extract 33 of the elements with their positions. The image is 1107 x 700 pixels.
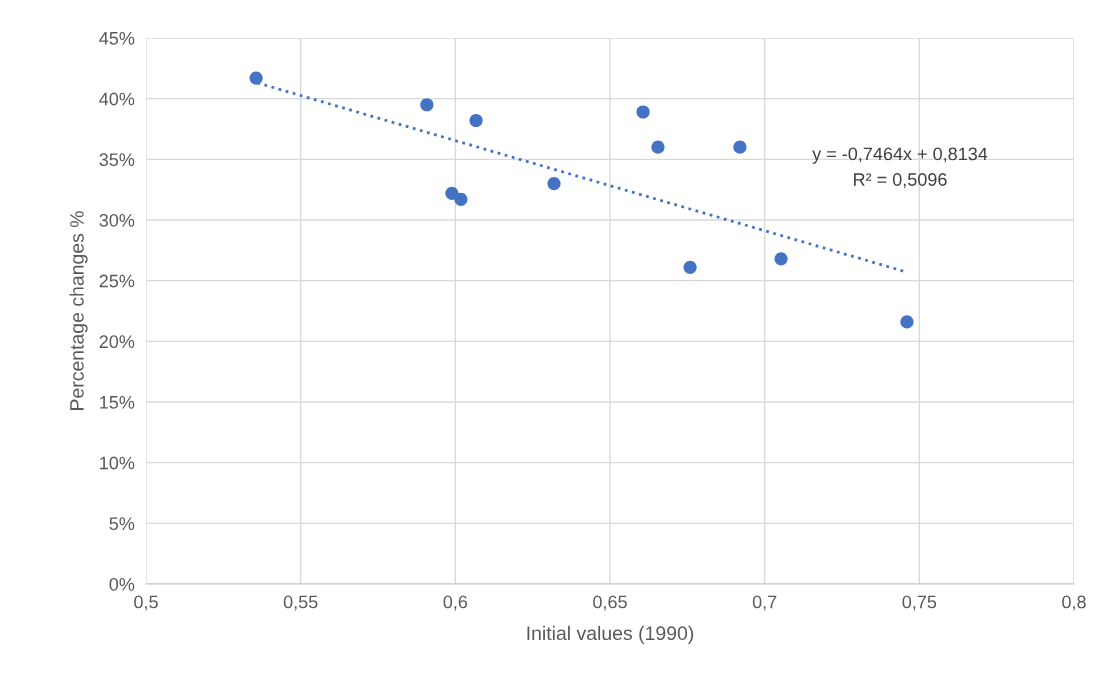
x-tick-label: 0,8	[1062, 595, 1086, 611]
y-tick-label: 35%	[99, 153, 135, 167]
annotation: R² = 0,5096	[854, 173, 947, 189]
x-axis-title: Initial values (1990)	[527, 625, 694, 644]
y-tick-label: 25%	[99, 274, 135, 288]
x-tick-label: 0,65	[593, 595, 627, 611]
point	[420, 98, 434, 112]
x-tick-label: 0,75	[902, 595, 937, 611]
x-tick-label: 0,5	[134, 595, 158, 611]
y-tick-label: 0%	[109, 577, 135, 591]
point	[454, 192, 468, 206]
annotation: y = -0,7464x + 0,8134	[812, 147, 988, 164]
x-tick-label: 0,7	[752, 595, 777, 611]
point	[733, 140, 747, 154]
x-tick-label: 0,6	[443, 595, 468, 611]
y-tick-label: 30%	[99, 213, 135, 227]
x-tick-label: 0,55	[283, 595, 318, 611]
point	[445, 186, 459, 200]
point	[683, 260, 697, 274]
point	[651, 140, 665, 154]
point	[774, 252, 788, 266]
y-tick-label: 5%	[109, 517, 135, 531]
y-tick-label: 40%	[99, 92, 135, 106]
y-tick-label: 15%	[100, 396, 135, 409]
y-tick-label: 20%	[99, 335, 135, 349]
y-tick-label: 45%	[99, 32, 135, 45]
point	[900, 315, 914, 329]
y-tick-label: 10%	[100, 456, 135, 470]
point	[249, 71, 263, 85]
y-axis-title: Percentage changes %	[69, 211, 88, 410]
point	[636, 105, 650, 119]
point	[547, 177, 561, 191]
point	[469, 113, 483, 128]
